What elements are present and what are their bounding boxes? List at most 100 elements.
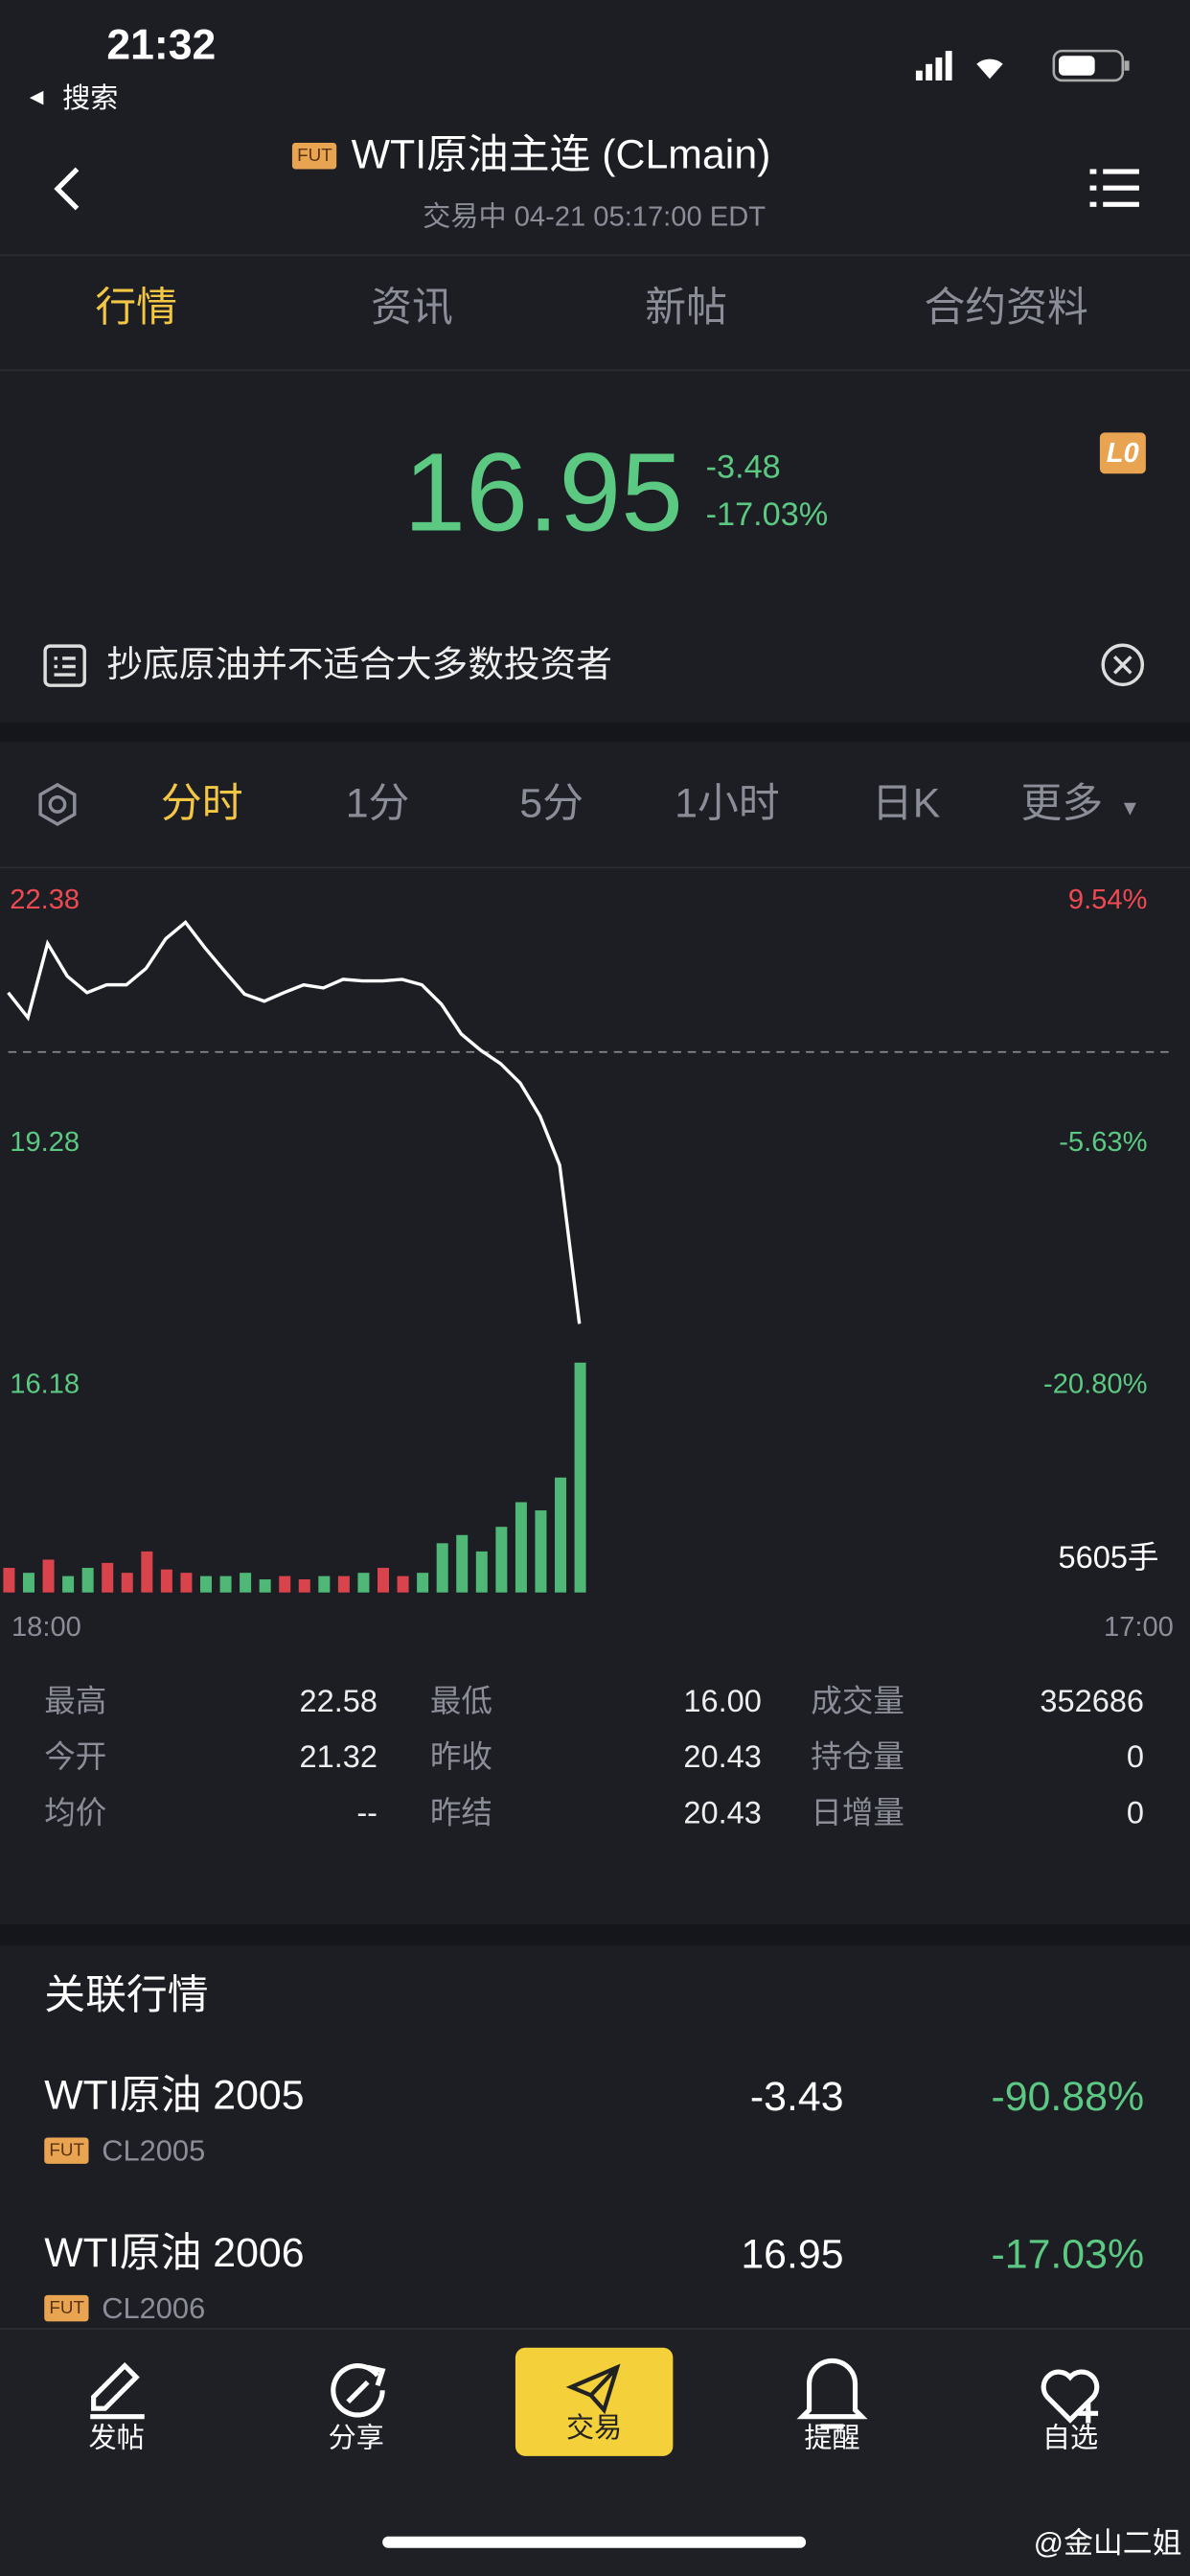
chart-tab[interactable]: 1小时	[675, 780, 780, 827]
y-tick-label: 16.18	[10, 1369, 80, 1400]
stat-label: 日增量	[811, 1796, 904, 1831]
fut-badge: FUT	[44, 2294, 90, 2322]
stat-label: 最低	[429, 1685, 492, 1720]
status-time: 21:32	[106, 19, 217, 69]
volume-bar	[515, 1502, 527, 1593]
tab[interactable]: 行情	[95, 285, 178, 332]
volume-bar	[298, 1579, 310, 1593]
volume-bar	[180, 1573, 193, 1593]
x-tick-label: 17:00	[1104, 1612, 1174, 1643]
stat-label: 均价	[44, 1796, 107, 1831]
chart-tab[interactable]: 分时	[160, 780, 243, 827]
stat-value: 0	[1126, 1796, 1145, 1831]
chart-tab[interactable]: 5分	[519, 780, 584, 827]
back-button[interactable]	[46, 164, 89, 213]
nav-icons	[90, 2347, 1100, 2548]
dropdown-arrow: ▼	[1119, 795, 1141, 820]
notice-icon	[43, 644, 86, 687]
related-title: 关联行情	[44, 1972, 209, 2019]
stat-label: 今开	[44, 1740, 107, 1776]
volume-label: 5605手	[1059, 1540, 1159, 1575]
related-change: 16.95	[741, 2231, 844, 2278]
volume-bar	[417, 1573, 429, 1593]
y-tick-label: 19.28	[10, 1127, 80, 1158]
price-line	[7, 919, 582, 1324]
volume-bar	[22, 1573, 34, 1593]
price-change-pct: -17.03%	[705, 497, 829, 534]
stat-value: 20.43	[683, 1796, 762, 1831]
section-gap	[0, 1923, 1190, 1946]
volume-bar	[259, 1579, 271, 1593]
volume-bar	[42, 1559, 55, 1593]
related-change: -3.43	[749, 2074, 844, 2121]
volume-bar	[456, 1534, 469, 1593]
volume-bar	[495, 1527, 508, 1593]
stat-label: 昨结	[429, 1796, 492, 1831]
price-change: -3.48	[705, 449, 781, 487]
chart-tab[interactable]: 日K	[871, 780, 941, 827]
volume-bar	[337, 1576, 350, 1593]
chart-tab[interactable]: 1分	[345, 780, 410, 827]
status-icons	[915, 49, 1130, 82]
notice-text: 抄底原油并不适合大多数投资者	[106, 643, 613, 685]
tab[interactable]: 合约资料	[924, 285, 1088, 332]
last-price: 16.95	[403, 429, 683, 556]
header-subtitle: 交易中 04-21 05:17:00 EDT	[423, 200, 767, 233]
volume-bar	[318, 1576, 331, 1593]
nav-item[interactable]: 交易	[566, 2412, 623, 2444]
y2-tick-label: -20.80%	[1043, 1369, 1147, 1400]
stat-value: 22.58	[299, 1685, 378, 1720]
divider	[0, 866, 1190, 869]
nav-item[interactable]: 发帖	[88, 2422, 145, 2454]
stat-value: 16.00	[683, 1685, 762, 1720]
volume-bar	[62, 1576, 75, 1593]
section-gap	[0, 722, 1190, 743]
nav-item[interactable]: 分享	[328, 2422, 384, 2454]
volume-bar	[240, 1573, 252, 1593]
volume-bar	[357, 1573, 370, 1593]
stat-value: 21.32	[299, 1740, 378, 1776]
y-tick-label: 22.38	[10, 885, 80, 915]
back-app[interactable]: 搜索	[62, 82, 119, 115]
chart-settings[interactable]	[34, 781, 80, 827]
volume-bar	[555, 1477, 567, 1593]
menu-button[interactable]	[1089, 164, 1143, 213]
stat-label: 成交量	[811, 1685, 904, 1720]
stat-label: 最高	[44, 1685, 107, 1720]
related-change-pct: -17.03%	[991, 2231, 1145, 2278]
stat-label: 持仓量	[811, 1740, 904, 1776]
nav-item[interactable]: 提醒	[804, 2422, 860, 2454]
stat-value: 0	[1126, 1740, 1145, 1776]
related-code: CL2005	[102, 2134, 206, 2168]
stat-value: 20.43	[683, 1740, 762, 1776]
related-code: CL2006	[102, 2291, 206, 2325]
fut-badge: FUT	[291, 143, 337, 170]
tab[interactable]: 新帖	[645, 285, 727, 332]
y2-tick-label: 9.54%	[1068, 885, 1148, 915]
notice-close[interactable]	[1100, 642, 1146, 688]
volume-bar	[199, 1576, 212, 1593]
volume-bar	[397, 1576, 409, 1593]
volume-bar	[574, 1362, 586, 1593]
divider	[0, 369, 1190, 372]
volume-bar	[141, 1551, 153, 1593]
related-name: WTI原油 2006	[44, 2230, 305, 2277]
volume-bar	[378, 1568, 390, 1593]
tab[interactable]: 资讯	[371, 285, 453, 332]
chart-tab[interactable]: 更多	[1020, 780, 1104, 827]
stat-label: 昨收	[429, 1740, 492, 1776]
stat-value: 352686	[1040, 1685, 1145, 1720]
volume-bar	[81, 1568, 94, 1593]
volume-bar	[436, 1543, 448, 1593]
volume-bar	[102, 1562, 114, 1593]
y2-tick-label: -5.63%	[1059, 1127, 1147, 1158]
nav-item[interactable]: 自选	[1041, 2422, 1099, 2454]
volume-bar	[160, 1569, 172, 1593]
related-name: WTI原油 2005	[44, 2072, 305, 2119]
volume-bar	[535, 1510, 547, 1593]
header-title: WTI原油主连 (CLmain)	[351, 131, 771, 178]
back-arrow[interactable]: ◀	[29, 87, 44, 108]
